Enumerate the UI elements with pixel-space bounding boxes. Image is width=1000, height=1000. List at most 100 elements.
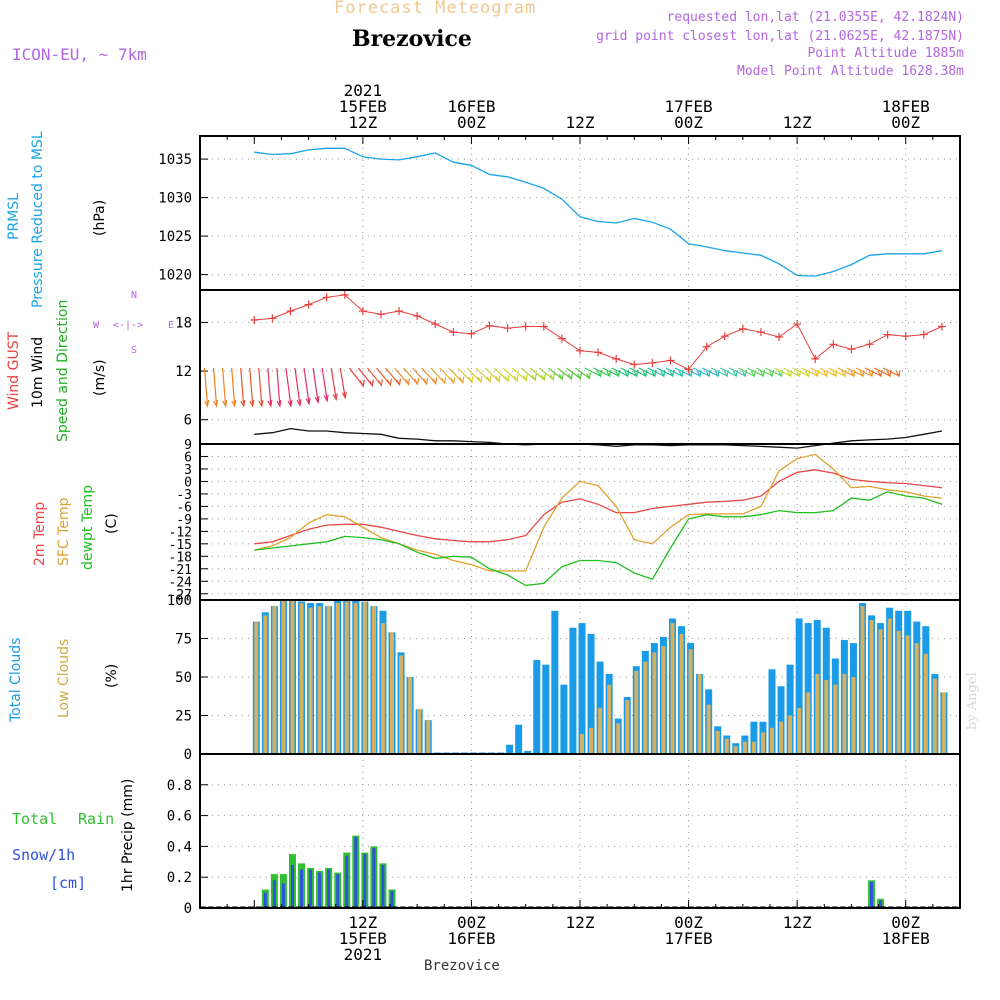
x-label-top: 18FEB (882, 97, 930, 116)
compass-n: N (131, 290, 138, 301)
forecast-title: Forecast Meteogram (334, 0, 537, 18)
gust-marker (304, 300, 313, 309)
gust-line (254, 294, 943, 371)
y-tick-label: 25 (175, 709, 192, 725)
low-cloud-bar (797, 707, 802, 754)
snow-bar (372, 847, 376, 908)
wind-arrowhead (323, 394, 329, 403)
wind-arrowhead (423, 377, 429, 386)
gust-marker (268, 314, 277, 323)
wind-arrow (330, 367, 337, 400)
wind-speed-line (254, 427, 943, 449)
wind-arrow (457, 367, 473, 383)
y-tick-label: 3 (184, 463, 192, 478)
gust-marker (702, 342, 711, 351)
wind-arrow (430, 367, 446, 384)
low-cloud-bar (914, 643, 919, 754)
station-title: Brezovice (352, 26, 472, 52)
wind-arrowhead (377, 379, 383, 387)
y-tick-label: -15 (169, 538, 192, 553)
y-tick-label: 1030 (158, 191, 192, 207)
y-tick-label: -6 (176, 500, 192, 515)
label-snow: Snow/1h (12, 846, 76, 864)
dewpt-line (254, 491, 943, 587)
wind-arrowhead (486, 375, 492, 384)
y-tick-label: 0.4 (167, 839, 192, 855)
y-tick-label: 1025 (158, 229, 192, 245)
wind-arrow (303, 367, 310, 404)
wind-arrow (321, 367, 328, 401)
wind-arrow (312, 367, 319, 403)
snow-bar (318, 872, 322, 908)
gust-marker (576, 346, 584, 355)
wind-arrow (294, 367, 301, 406)
snow-bar (879, 900, 883, 908)
total-cloud-bar (768, 669, 776, 754)
low-cloud-bar (724, 738, 729, 754)
wind-arrow (212, 367, 218, 407)
low-cloud-bar (308, 607, 313, 754)
y-tick-label: -21 (169, 563, 192, 578)
low-cloud-bar (417, 709, 422, 754)
low-cloud-bar (824, 680, 829, 754)
x-label-bottom: 18FEB (882, 929, 930, 948)
low-cloud-bar (697, 673, 702, 754)
low-cloud-bar (923, 653, 928, 754)
y-tick-label: -24 (169, 575, 193, 590)
y-tick-label: 75 (175, 632, 192, 648)
x-label-top: 12Z (566, 113, 595, 132)
wind-arrow (837, 367, 855, 377)
sfc-temp-line (254, 453, 942, 572)
gust-marker (738, 324, 747, 333)
gust-marker (503, 324, 512, 333)
wind-arrowhead (341, 391, 347, 400)
low-cloud-bar (272, 606, 277, 754)
x-label-bottom: 2021 (344, 945, 383, 964)
low-cloud-bar (362, 601, 367, 754)
label-rain: Rain (78, 810, 115, 828)
snow-bar (300, 869, 304, 908)
gust-marker (358, 307, 367, 316)
total-cloud-bar (542, 664, 550, 754)
snow-bar (263, 892, 267, 908)
compass-s: S (131, 345, 138, 356)
low-cloud-bar (842, 673, 847, 754)
y-tick-label: -3 (176, 488, 192, 503)
gust-marker (901, 332, 910, 341)
wind-arrow (665, 367, 683, 377)
total-cloud-bar (804, 623, 812, 754)
gust-marker (322, 293, 331, 302)
wind-arrowhead (287, 399, 293, 408)
snow-bar (336, 874, 340, 908)
wind-arrow (339, 367, 346, 398)
wind-arrowhead (576, 372, 583, 381)
low-cloud-bar (607, 684, 612, 754)
total-cloud-bar (786, 664, 794, 754)
low-cloud-bar (742, 741, 747, 754)
wind-arrow (810, 367, 827, 377)
low-cloud-bar (869, 620, 874, 754)
wind-arrow (647, 367, 665, 377)
low-cloud-bar (643, 661, 648, 754)
wind-arrowhead (276, 399, 282, 408)
wind-arrowhead (305, 397, 311, 406)
wind-arrowhead (468, 376, 474, 384)
wind-arrowhead (405, 378, 411, 387)
wind-arrow (593, 367, 610, 377)
wind-arrowhead (386, 378, 393, 387)
wind-arrowhead (441, 377, 447, 385)
low-cloud-bar (661, 646, 666, 754)
wind-arrow (285, 367, 292, 407)
gust-marker (467, 329, 476, 338)
label-cm: [cm] (50, 874, 87, 892)
gust-marker (250, 315, 259, 324)
low-cloud-bar (815, 673, 820, 754)
gust-marker (431, 320, 440, 329)
low-cloud-bar (715, 730, 720, 754)
wind-arrowhead (414, 377, 420, 386)
wind-arrowhead (504, 374, 510, 383)
x-label-top: 16FEB (447, 97, 495, 116)
wind-arrow (701, 367, 719, 377)
y-tick-label: -9 (176, 513, 192, 528)
gust-marker (521, 322, 530, 331)
